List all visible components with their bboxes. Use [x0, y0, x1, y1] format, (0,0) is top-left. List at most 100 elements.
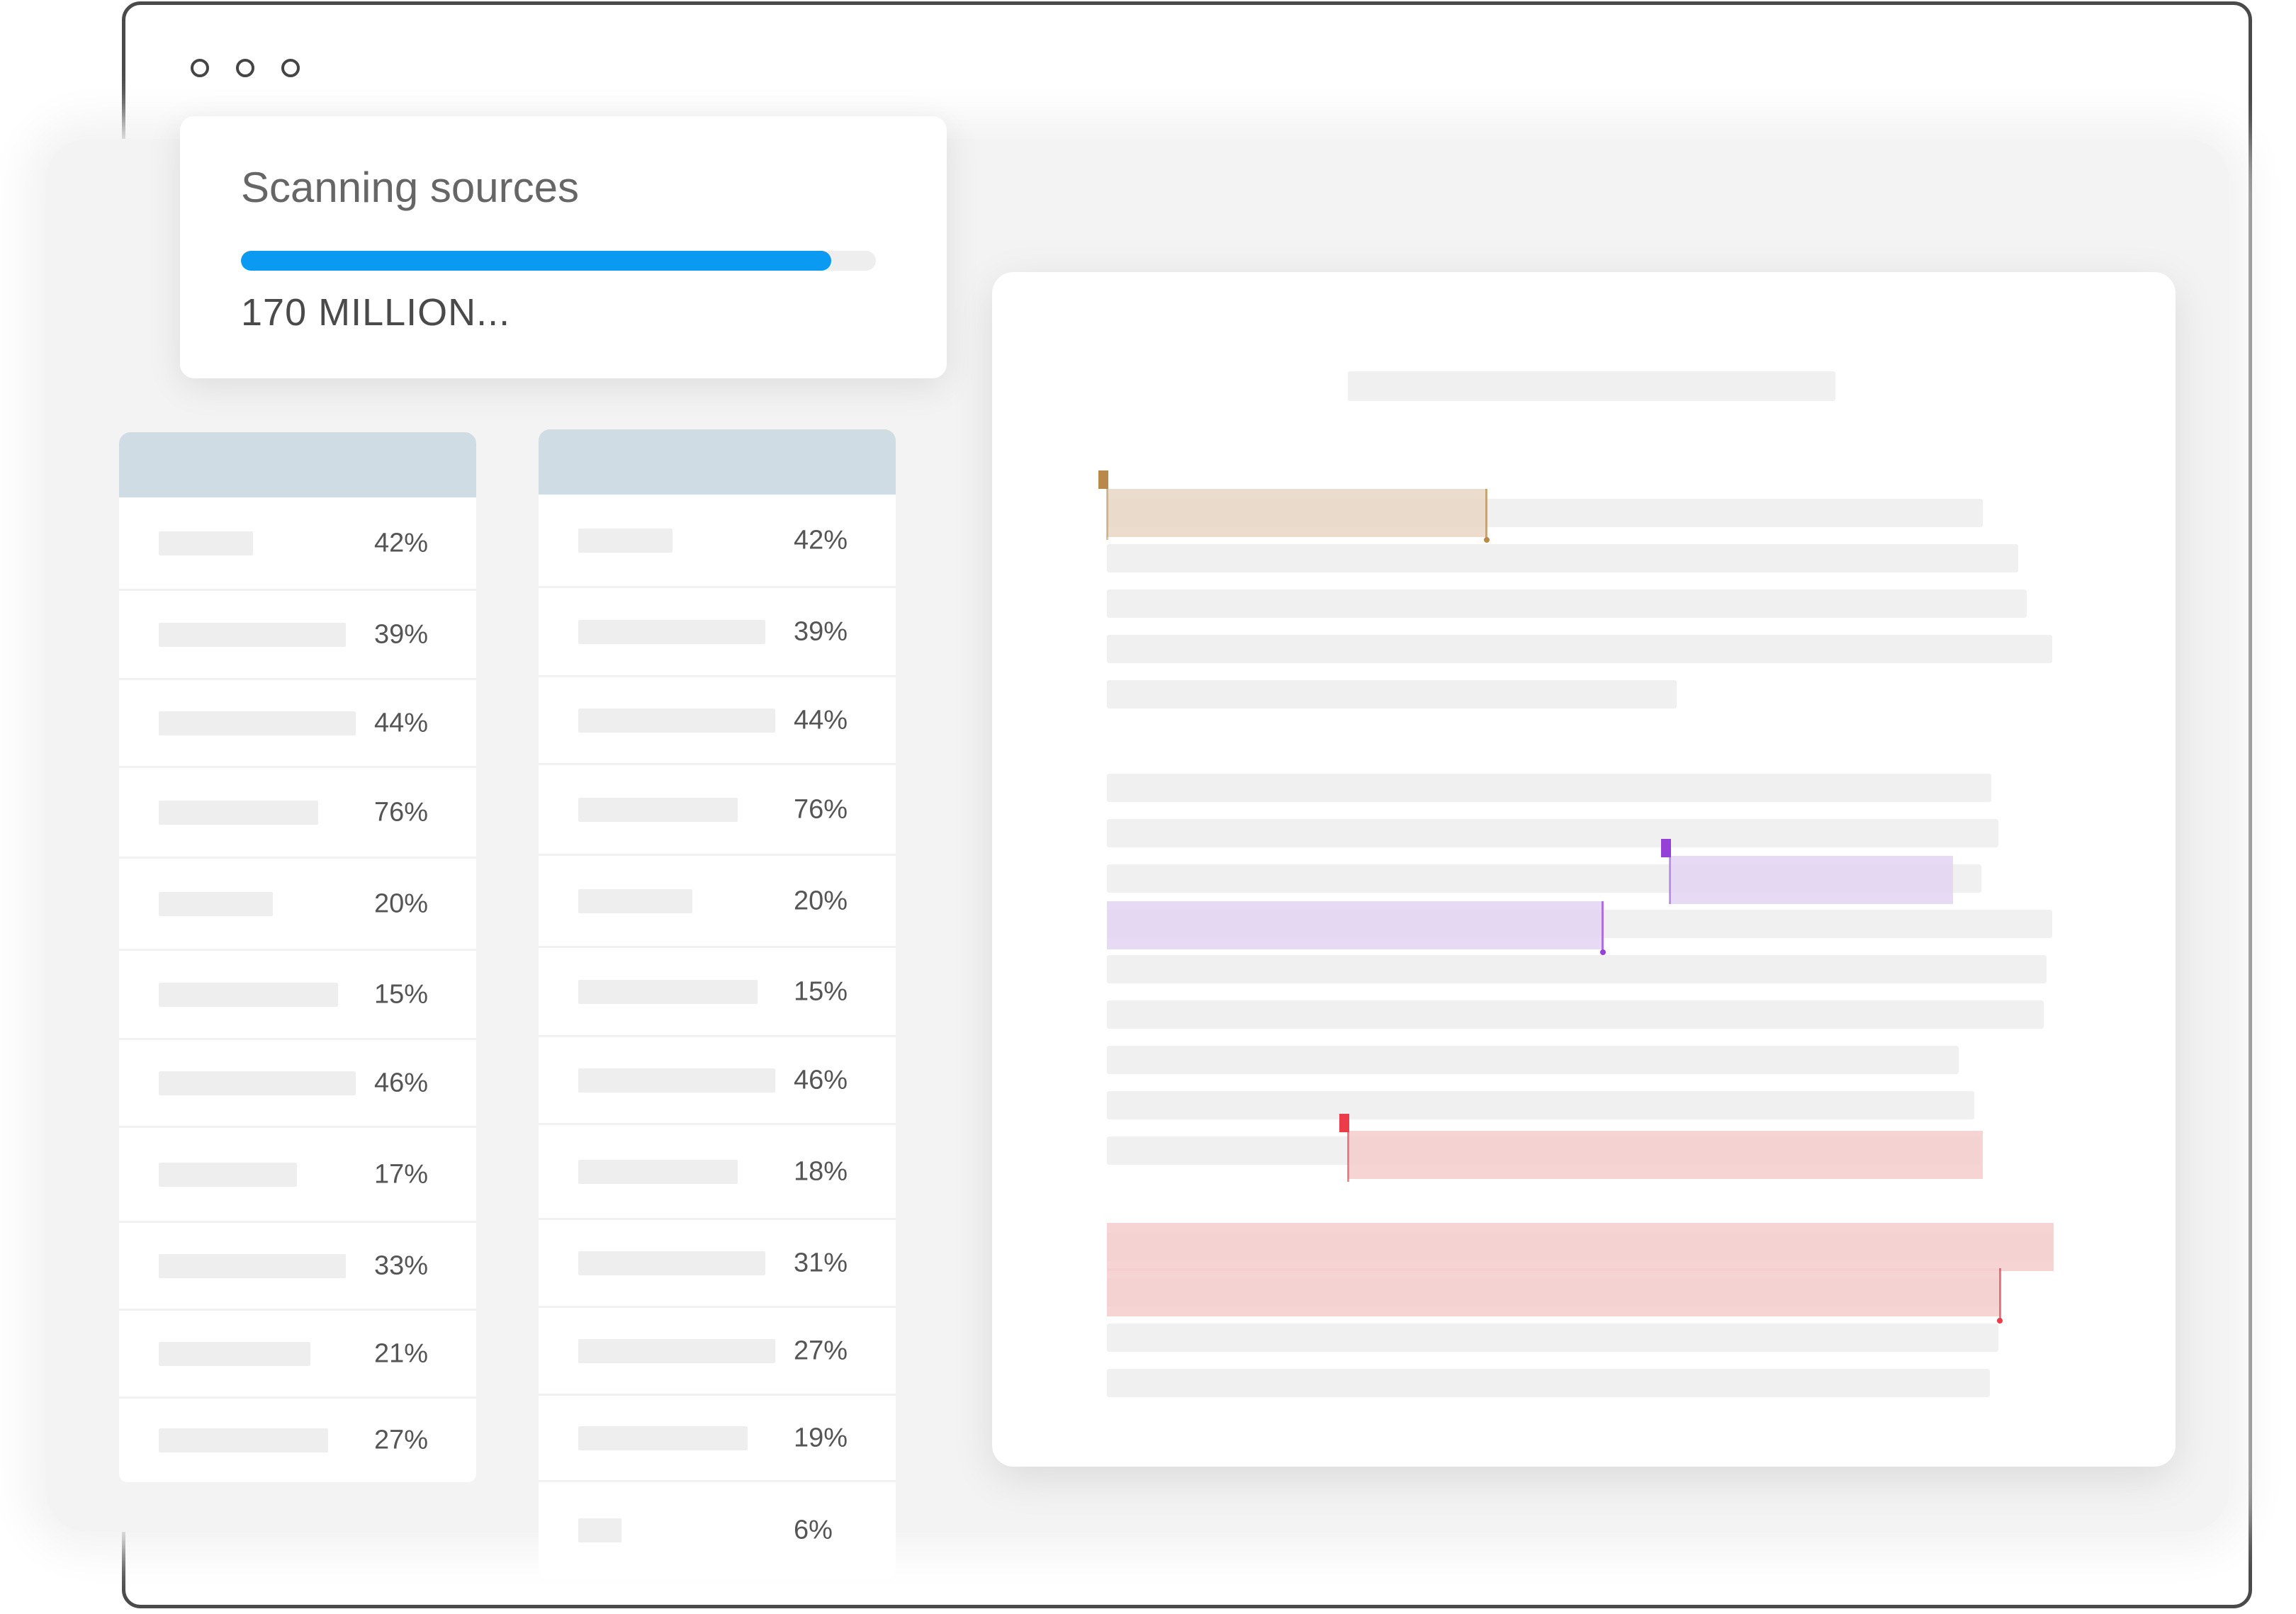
highlight-stem — [1106, 485, 1108, 540]
highlight-stem — [1347, 1128, 1349, 1182]
table-row[interactable]: 17% — [119, 1128, 476, 1223]
source-name-placeholder — [159, 982, 338, 1007]
document-preview — [992, 272, 2176, 1467]
table-row[interactable]: 33% — [119, 1223, 476, 1311]
source-name-placeholder — [159, 1071, 356, 1095]
source-name-placeholder — [578, 1338, 775, 1363]
scan-title: Scanning sources — [241, 164, 579, 211]
match-percentage: 27% — [374, 1425, 429, 1455]
match-highlight-purple[interactable] — [1670, 856, 1953, 904]
highlight-end-stem — [1999, 1268, 2001, 1319]
text-line — [1107, 955, 2047, 983]
table-row[interactable]: 20% — [539, 856, 896, 948]
table-row[interactable]: 18% — [539, 1125, 896, 1220]
window-control-icon[interactable] — [191, 59, 209, 77]
source-table-right: 42% 39% 44% 76% 20% 15% 46% 18% 31% 27% 19% 6% — [539, 429, 896, 1579]
table-row[interactable]: 76% — [539, 765, 896, 856]
match-percentage: 18% — [794, 1156, 848, 1186]
table-row[interactable]: 44% — [119, 680, 476, 768]
match-percentage: 39% — [374, 619, 429, 649]
table-row[interactable]: 42% — [119, 497, 476, 591]
source-name-placeholder — [578, 1159, 738, 1184]
table-header — [119, 432, 476, 497]
match-percentage: 20% — [794, 886, 848, 915]
source-name-placeholder — [159, 891, 273, 916]
document-title-placeholder — [1348, 371, 1835, 401]
match-percentage: 19% — [794, 1423, 848, 1452]
table-row[interactable]: 46% — [539, 1037, 896, 1125]
table-row[interactable]: 15% — [119, 951, 476, 1040]
table-row[interactable]: 39% — [539, 588, 896, 677]
source-name-placeholder — [578, 979, 758, 1004]
source-name-placeholder — [578, 1068, 775, 1093]
table-row[interactable]: 31% — [539, 1220, 896, 1308]
highlight-end-dot — [1997, 1318, 2003, 1324]
match-highlight-red[interactable] — [1107, 1223, 2054, 1271]
table-row[interactable]: 15% — [539, 948, 896, 1037]
match-percentage: 46% — [374, 1068, 429, 1097]
table-row[interactable]: 27% — [539, 1308, 896, 1396]
source-name-placeholder — [578, 528, 673, 553]
text-line — [1107, 774, 1991, 802]
table-row[interactable]: 27% — [119, 1399, 476, 1482]
source-name-placeholder — [159, 531, 253, 555]
match-highlight-purple[interactable] — [1107, 901, 1603, 949]
match-percentage: 33% — [374, 1251, 429, 1280]
highlight-end-stem — [1602, 901, 1604, 951]
source-table-left: 42% 39% 44% 76% 20% 15% 46% 17% 33% 21% 27% — [119, 432, 476, 1482]
window-control-icon[interactable] — [236, 59, 254, 77]
text-line — [1107, 1046, 1959, 1074]
source-name-placeholder — [159, 711, 356, 735]
match-highlight-red[interactable] — [1348, 1131, 1983, 1179]
source-name-placeholder — [159, 1162, 297, 1187]
match-percentage: 42% — [794, 525, 848, 555]
match-percentage: 31% — [794, 1248, 848, 1277]
match-percentage: 46% — [794, 1065, 848, 1095]
table-row[interactable]: 44% — [539, 677, 896, 765]
source-name-placeholder — [159, 1253, 346, 1278]
source-name-placeholder — [159, 800, 318, 825]
match-percentage: 42% — [374, 528, 429, 558]
text-line — [1107, 635, 2052, 663]
source-name-placeholder — [159, 1428, 328, 1452]
match-percentage: 76% — [794, 794, 848, 824]
window-control-icon[interactable] — [281, 59, 300, 77]
highlight-end-dot — [1484, 537, 1490, 543]
highlight-end-stem — [1485, 489, 1487, 538]
flag-marker-icon — [1339, 1114, 1349, 1132]
scanning-sources-card: Scanning sources 170 MILLION... — [180, 116, 947, 378]
table-row[interactable]: 19% — [539, 1396, 896, 1482]
text-line — [1107, 1369, 1990, 1397]
flag-marker-icon — [1098, 470, 1108, 489]
source-name-placeholder — [159, 622, 346, 647]
source-name-placeholder — [578, 797, 738, 822]
source-name-placeholder — [578, 888, 692, 913]
highlight-end-dot — [1600, 949, 1606, 955]
match-highlight-red[interactable] — [1107, 1268, 2000, 1316]
table-row[interactable]: 20% — [119, 859, 476, 951]
table-row[interactable]: 6% — [539, 1482, 896, 1579]
match-percentage: 39% — [794, 616, 848, 646]
source-name-placeholder — [578, 1518, 621, 1542]
source-name-placeholder — [578, 1251, 765, 1275]
source-name-placeholder — [578, 708, 775, 733]
match-highlight-tan[interactable] — [1107, 489, 1487, 537]
source-name-placeholder — [578, 619, 765, 644]
text-line — [1107, 1324, 1998, 1352]
match-percentage: 44% — [794, 705, 848, 735]
table-row[interactable]: 42% — [539, 495, 896, 588]
scan-count-text: 170 MILLION... — [241, 291, 511, 334]
match-percentage: 44% — [374, 708, 429, 738]
text-line — [1107, 544, 2018, 572]
table-row[interactable]: 21% — [119, 1311, 476, 1399]
match-percentage: 15% — [794, 976, 848, 1006]
match-percentage: 76% — [374, 797, 429, 827]
table-row[interactable]: 46% — [119, 1040, 476, 1128]
table-row[interactable]: 76% — [119, 768, 476, 859]
table-row[interactable]: 39% — [119, 591, 476, 680]
highlight-stem — [1669, 853, 1671, 904]
match-percentage: 17% — [374, 1159, 429, 1189]
match-percentage: 15% — [374, 979, 429, 1009]
text-line — [1107, 1000, 2044, 1029]
text-line — [1107, 680, 1677, 709]
